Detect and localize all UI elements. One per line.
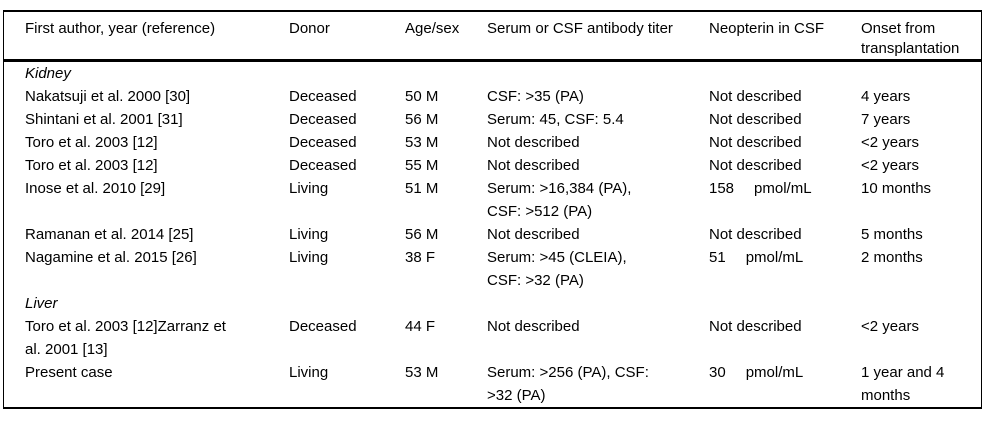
cell-onset: 2 months (861, 249, 923, 266)
cell-author: Toro et al. 2003 [12] (25, 134, 158, 151)
column-header-titer: Serum or CSF antibody titer (487, 12, 709, 62)
cell-author: Nakatsuji et al. 2000 [30] (25, 88, 191, 105)
table-row: Toro et al. 2003 [12] Deceased 55 M Not des… (4, 154, 981, 177)
cell-donor: Living (289, 249, 329, 266)
cell-titer: Serum: >16,384 (PA), CSF: >512 (PA) (487, 180, 632, 220)
cell-neopterin: Not described (709, 134, 802, 151)
cell-titer: Not described (487, 157, 580, 174)
cell-donor: Living (289, 226, 329, 243)
cell-neopterin: Not described (709, 226, 802, 243)
table-row: Toro et al. 2003 [12]Zarranz et al. 2001… (4, 315, 981, 361)
table-row: Present case Living 53 M Serum: >256 (PA), … (4, 361, 981, 407)
cell-neopterin: 51 pmol/mL (709, 246, 861, 292)
cell-age_sex: 55 M (405, 157, 439, 174)
neopterin-value: 30 (709, 364, 726, 381)
cell-author: Inose et al. 2010 [29] (25, 180, 166, 197)
column-header-author: First author, year (reference) (4, 12, 289, 62)
table-row: Nagamine et al. 2015 [26] Living 38 F Serum… (4, 246, 981, 292)
cell-donor: Living (289, 180, 329, 197)
column-header-donor: Donor (289, 12, 405, 62)
cell-donor: Deceased (289, 88, 357, 105)
table-header: First author, year (reference) Donor Age/s… (4, 12, 981, 62)
cell-titer: Not described (487, 318, 580, 335)
cell-titer: Serum: 45, CSF: 5.4 (487, 111, 624, 128)
case-report-table: First author, year (reference) Donor Age/s… (3, 10, 982, 409)
cell-titer: CSF: >35 (PA) (487, 88, 584, 105)
section-row: Liver (4, 292, 981, 315)
cell-author: Nagamine et al. 2015 [26] (25, 249, 197, 266)
cell-age_sex: 38 F (405, 249, 436, 266)
table-row: Inose et al. 2010 [29] Living 51 M Serum: >… (4, 177, 981, 223)
cell-titer: Not described (487, 226, 580, 243)
cell-age_sex: 44 F (405, 318, 436, 335)
cell-neopterin: Not described (709, 318, 802, 335)
section-label: Kidney (25, 65, 71, 82)
cell-age_sex: 51 M (405, 180, 439, 197)
section-label: Liver (25, 295, 58, 312)
neopterin-value: 158 (709, 180, 735, 197)
cell-neopterin: Not described (709, 111, 802, 128)
cell-onset: 4 years (861, 88, 911, 105)
cell-age_sex: 53 M (405, 134, 439, 151)
neopterin-unit: pmol/mL (754, 180, 812, 197)
cell-author: Present case (25, 364, 113, 381)
neopterin-unit: pmol/mL (745, 364, 804, 381)
cell-age_sex: 56 M (405, 226, 439, 243)
neopterin-value: 51 (709, 249, 726, 266)
cell-onset: 10 months (861, 180, 932, 197)
table-row: Toro et al. 2003 [12] Deceased 53 M Not des… (4, 131, 981, 154)
cell-titer: Serum: >45 (CLEIA), CSF: >32 (PA) (487, 249, 627, 289)
cell-age_sex: 53 M (405, 364, 439, 381)
cell-age_sex: 56 M (405, 111, 439, 128)
cell-onset: <2 years (861, 134, 919, 151)
cell-neopterin: Not described (709, 88, 802, 105)
cell-onset: 7 years (861, 111, 911, 128)
cell-author: Toro et al. 2003 [12] (25, 157, 158, 174)
column-header-onset: Onset from transplantation (861, 12, 981, 62)
cell-author: Shintani et al. 2001 [31] (25, 111, 183, 128)
cell-onset: <2 years (861, 157, 919, 174)
section-row: Kidney (4, 62, 981, 85)
cell-donor: Deceased (289, 318, 357, 335)
cell-age_sex: 50 M (405, 88, 439, 105)
neopterin-unit: pmol/mL (745, 249, 804, 266)
cell-donor: Deceased (289, 134, 357, 151)
cell-donor: Living (289, 364, 329, 381)
column-header-age_sex: Age/sex (405, 12, 487, 62)
cell-titer: Not described (487, 134, 580, 151)
header-row: First author, year (reference) Donor Age/s… (4, 12, 981, 62)
table-body: Kidney Nakatsuji et al. 2000 [30] Deceased… (4, 62, 981, 407)
cell-onset: <2 years (861, 318, 919, 335)
table-row: Shintani et al. 2001 [31] Deceased 56 M Ser… (4, 108, 981, 131)
cell-neopterin: 30 pmol/mL (709, 361, 861, 407)
column-header-neopterin: Neopterin in CSF (709, 12, 861, 62)
cell-onset: 5 months (861, 226, 923, 243)
table-row: Nakatsuji et al. 2000 [30] Deceased 50 M CS… (4, 85, 981, 108)
cell-neopterin: 158 pmol/mL (709, 177, 861, 223)
cell-donor: Deceased (289, 111, 357, 128)
cell-onset: 1 year and 4 months (861, 364, 945, 404)
cell-neopterin: Not described (709, 157, 802, 174)
cell-donor: Deceased (289, 157, 357, 174)
cell-author: Toro et al. 2003 [12]Zarranz et al. 2001… (25, 318, 226, 358)
table-row: Ramanan et al. 2014 [25] Living 56 M Not de… (4, 223, 981, 246)
cell-titer: Serum: >256 (PA), CSF: >32 (PA) (487, 364, 649, 404)
cell-author: Ramanan et al. 2014 [25] (25, 226, 194, 243)
